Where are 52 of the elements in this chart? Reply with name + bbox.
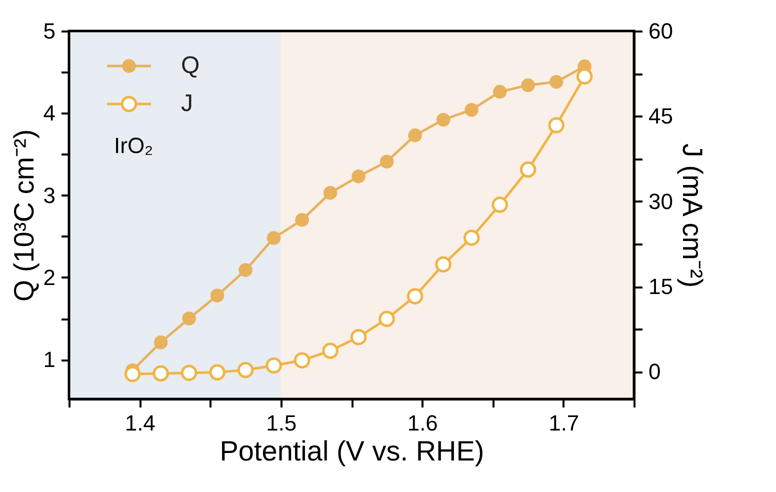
- point: [464, 102, 478, 117]
- y2-tick-label: 60: [648, 18, 673, 44]
- y2-tick-label: 30: [648, 188, 673, 214]
- point: [322, 342, 338, 359]
- point: [180, 364, 198, 382]
- point: [436, 112, 450, 127]
- point: [408, 128, 422, 142]
- y2-tick-label: 45: [648, 104, 673, 129]
- x-tick-label: 1.4: [124, 410, 156, 436]
- x-tick-label: 1.6: [407, 410, 438, 436]
- point: [237, 362, 254, 378]
- point: [210, 288, 224, 302]
- legend-label: J: [181, 90, 193, 117]
- point: [492, 84, 507, 99]
- y-tick-label: 4: [43, 100, 56, 126]
- point: [266, 357, 282, 374]
- y-tick-label: 3: [43, 182, 56, 208]
- point: [238, 263, 252, 277]
- point: [350, 328, 367, 346]
- point: [549, 75, 564, 89]
- point: [435, 256, 452, 273]
- point: [548, 117, 564, 134]
- y-tick-label: 1: [43, 347, 56, 372]
- y2-tick-label: 0: [648, 359, 661, 384]
- point: [154, 335, 168, 350]
- point: [576, 68, 593, 85]
- point: [266, 231, 281, 245]
- legend-label: Q: [181, 52, 200, 79]
- point: [209, 364, 226, 380]
- y-axis-title: Q (10³C cm⁻²): [8, 129, 40, 302]
- point: [124, 366, 141, 382]
- x-tick-label: 1.5: [266, 410, 297, 436]
- point: [380, 154, 394, 168]
- y-tick-label: 5: [43, 18, 56, 44]
- y-tick-label: 2: [43, 264, 56, 290]
- point: [295, 213, 309, 227]
- point: [492, 196, 508, 213]
- y2-axis-title: J (mA cm⁻²): [676, 143, 708, 288]
- point: [378, 310, 395, 328]
- point: [294, 352, 310, 369]
- point: [521, 78, 535, 92]
- point: [463, 230, 480, 246]
- point: [152, 365, 169, 382]
- point: [520, 161, 536, 178]
- point: [406, 288, 424, 304]
- point: [323, 186, 338, 200]
- x-tick-label: 1.7: [548, 410, 580, 436]
- y2-tick-label: 15: [648, 274, 673, 300]
- x-axis-title: Potential (V vs. RHE): [220, 436, 484, 466]
- point: [352, 170, 366, 184]
- annotation: IrO₂: [114, 133, 154, 158]
- point: [182, 312, 196, 326]
